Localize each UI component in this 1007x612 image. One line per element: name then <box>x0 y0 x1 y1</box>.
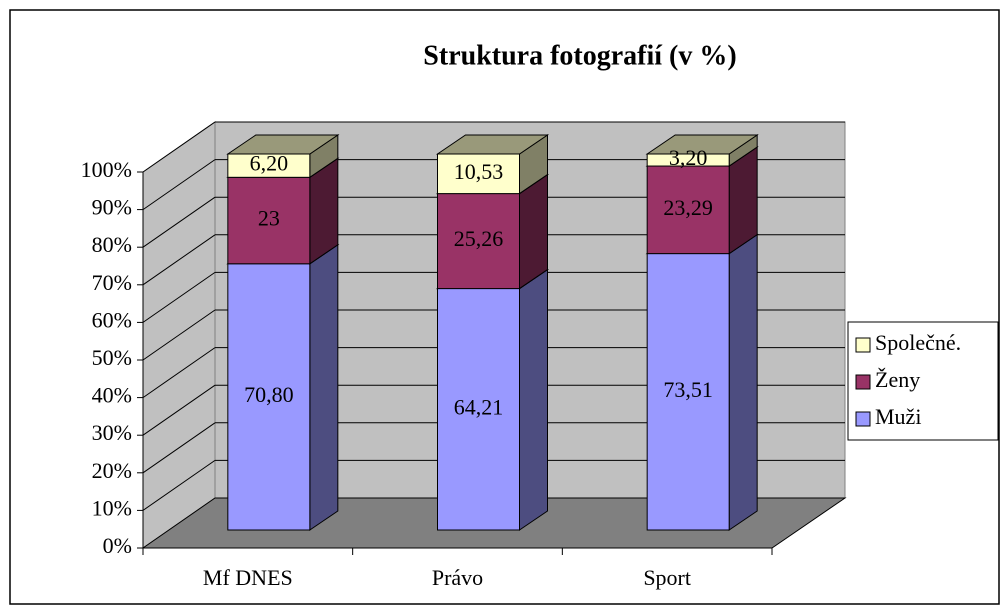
legend-swatch <box>855 411 871 427</box>
grid-line <box>142 309 216 361</box>
data-label: 23,29 <box>663 195 713 220</box>
legend <box>847 321 999 441</box>
legend-label: Společné. <box>875 330 961 355</box>
x-tick-label: Právo <box>432 565 483 590</box>
x-tick-label: Mf DNES <box>203 565 293 590</box>
y-tick-label: 0% <box>103 533 132 558</box>
y-tick-label: 30% <box>92 420 132 445</box>
y-tick-label: 90% <box>92 195 132 220</box>
bar-side <box>519 268 548 531</box>
bar <box>437 193 520 290</box>
grid-line <box>142 422 216 474</box>
data-label: 73,51 <box>663 377 713 402</box>
y-tick-label: 60% <box>92 307 132 332</box>
bar <box>646 253 730 531</box>
bar-side <box>519 173 548 290</box>
grid-line <box>142 347 216 399</box>
grid-line <box>142 271 216 323</box>
bar <box>646 153 730 167</box>
bar <box>227 153 311 178</box>
y-tick-label: 70% <box>92 270 132 295</box>
legend-label: Ženy <box>875 367 920 392</box>
data-label: 6,20 <box>250 151 289 176</box>
grid-line <box>142 159 216 211</box>
grid-line <box>142 384 216 436</box>
y-tick-label: 50% <box>92 345 132 370</box>
data-label: 3,20 <box>669 145 708 170</box>
legend-label: Muži <box>875 404 921 429</box>
legend-swatch <box>855 337 871 353</box>
grid-line <box>142 196 216 248</box>
grid-line <box>142 121 216 173</box>
y-tick-label: 100% <box>81 157 132 182</box>
chart-title: Struktura fotografií (v %) <box>423 40 736 71</box>
y-tick-label: 10% <box>92 495 132 520</box>
bar-side <box>728 233 758 531</box>
grid-line <box>142 234 216 286</box>
y-tick-label: 40% <box>92 383 132 408</box>
bar <box>227 176 311 265</box>
bar <box>437 153 520 195</box>
data-label: 23 <box>258 206 280 231</box>
bar <box>646 165 730 255</box>
bar <box>437 288 520 531</box>
y-tick-label: 20% <box>92 458 132 483</box>
data-label: 10,53 <box>454 159 504 184</box>
legend-swatch <box>855 374 871 390</box>
data-label: 64,21 <box>454 394 504 419</box>
grid-line <box>142 459 216 511</box>
data-label: 70,80 <box>244 382 294 407</box>
x-tick-label: Sport <box>643 565 691 590</box>
y-tick-label: 80% <box>92 232 132 257</box>
data-label: 25,26 <box>454 226 504 251</box>
bar-side <box>309 243 339 531</box>
